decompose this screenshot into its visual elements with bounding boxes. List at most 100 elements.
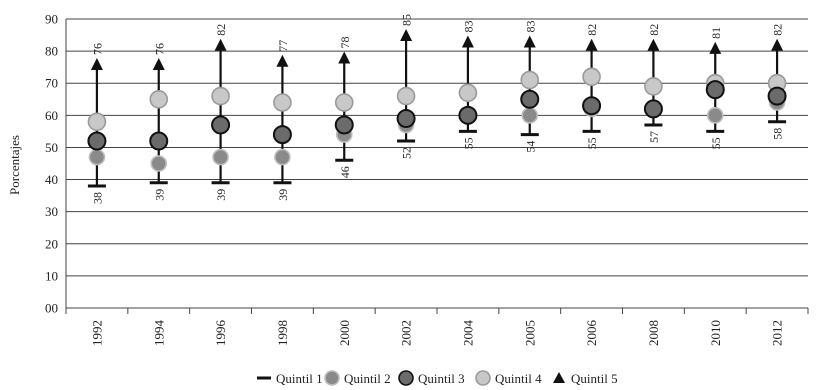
quintil-5-mark [523,35,536,48]
y-tick-labels: 00 10 20 30 40 50 60 70 80 90 [45,12,58,316]
y-tick-label: 60 [45,108,58,123]
data-label-high: 78 [338,37,352,49]
x-tick-label: 2012 [770,320,785,346]
data-label-high: 83 [523,20,537,32]
legend-quintil-5-symbol [553,372,565,383]
x-tick-label: 1996 [213,320,228,347]
quintil-5-mark [461,35,474,48]
y-tick-label: 90 [45,12,58,27]
quintil-3-mark [520,89,540,109]
legend-label: Quintil 1 [276,371,323,386]
quintil-4-mark [520,70,540,90]
quintil-3-mark [643,99,663,119]
quintil-2-mark [150,155,168,172]
y-tick-label: 30 [45,204,58,219]
quintil-2-mark [212,148,229,166]
legend-quintil-3-symbol [398,370,414,386]
quintil-5-mark [90,57,103,70]
quintil-5-mark [771,38,784,51]
x-tick-label: 2004 [460,320,475,347]
quintil-5-mark [709,41,722,54]
quintil-4-mark [582,67,601,87]
data-label-low: 39 [152,189,166,201]
legend: Quintil 1 Quintil 2 Quintil 3 Quintil 4 Quin… [257,370,618,386]
y-tick-label: 40 [45,172,58,187]
legend-label: Quintil 5 [571,371,618,386]
data-label-high: 76 [90,43,104,55]
quintil-3-mark [272,125,292,145]
data-label-high: 82 [585,24,599,36]
quintil-5-mark [214,38,227,51]
x-tick-label: 1998 [275,320,290,346]
x-axis: 1992 1994 1996 1998 2000 2002 2004 2005 2006 2008… [65,19,809,347]
data-label-high: 83 [461,20,475,32]
quintil-4-mark [149,89,169,109]
legend-label: Quintil 3 [418,371,465,386]
quintil-4-mark [396,86,416,106]
data-label-high: 77 [276,40,290,52]
quintil-5-mark [400,29,413,42]
quintil-3-mark [334,115,354,135]
x-tick-label: 2000 [337,320,352,346]
y-tick-label: 10 [45,268,58,283]
y-tick-label: 50 [45,140,58,155]
quintil-3-mark [87,131,107,151]
data-label-low: 52 [400,147,414,159]
quintil-5-mark [276,54,289,67]
quintil-4-mark [211,86,230,106]
quintil-5-mark [647,38,660,51]
y-tick-label: 20 [45,236,58,251]
x-tick-label: 2006 [584,320,599,347]
quintil-2-mark [521,107,539,124]
x-tick-label: 2005 [522,320,537,346]
quintil-3-mark [767,86,787,106]
quintil-3-mark [458,105,478,125]
y-tick-label: 80 [45,44,58,59]
y-axis-title-group: Porcentajes [7,135,22,195]
data-label-low: 57 [647,131,661,143]
data-label-high: 82 [647,24,661,36]
quintil-3-mark [582,96,602,116]
quintil-2-mark [706,107,724,124]
y-axis-title: Porcentajes [7,135,22,195]
data-label-low: 39 [214,189,228,201]
data-label-high: 81 [709,27,723,39]
quintil-2-mark [88,148,106,166]
quintil-4-mark [273,93,292,112]
y-tick-label: 70 [45,76,58,91]
legend-label: Quintil 4 [495,371,542,386]
x-tick-label: 2010 [708,320,723,346]
quintil-3-mark [705,80,725,100]
quintil-5-mark [152,57,165,70]
data-label-low: 38 [90,192,104,204]
quintil-4-mark [87,112,107,132]
quintil-4-mark [334,93,354,112]
x-tick-label: 2008 [646,320,661,346]
quintil-3-mark [396,109,416,129]
quintil-4-mark [644,77,663,96]
quintil-4-mark [458,83,478,103]
quintil-3-mark [149,131,169,151]
gridlines [66,18,808,309]
quintil-5-mark [585,38,598,51]
data-label-high: 82 [771,24,785,36]
data-label-low: 58 [771,128,785,140]
legend-quintil-2-symbol [324,370,340,386]
data-label-low: 46 [338,166,352,178]
data-label-low: 55 [461,137,475,149]
y-tick-label: 00 [45,301,58,316]
quintil-3-mark [211,115,231,135]
legend-quintil-4-symbol [475,370,491,386]
legend-label: Quintil 2 [344,371,391,386]
quintil-2-mark [274,148,291,166]
data-label-low: 39 [276,189,290,201]
quintil-5-mark [338,51,351,64]
data-label-high: 85 [400,14,414,26]
x-tick-label: 1994 [151,320,166,347]
x-tick-label: 2002 [399,320,414,346]
data-label-high: 82 [214,24,228,36]
data-label-low: 54 [523,141,537,153]
data-label-low: 55 [709,137,723,149]
data-label-high: 76 [152,43,166,55]
